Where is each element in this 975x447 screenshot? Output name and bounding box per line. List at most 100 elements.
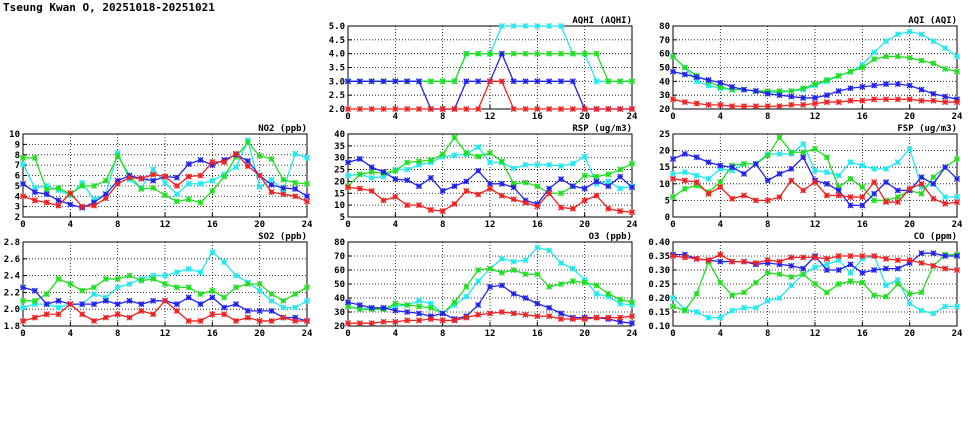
data-point — [823, 180, 830, 187]
data-point — [800, 101, 807, 108]
data-point — [693, 290, 700, 297]
y-tick-label: 30 — [334, 154, 345, 164]
data-point — [79, 179, 86, 186]
data-point — [764, 269, 771, 276]
data-point — [185, 265, 192, 272]
data-point — [475, 78, 482, 85]
plot-frame — [22, 133, 308, 218]
data-point — [835, 280, 842, 288]
x-tick-label: 16 — [857, 329, 868, 339]
data-point — [344, 159, 352, 166]
series-red — [19, 297, 311, 325]
data-point — [906, 185, 913, 192]
series-blue — [344, 282, 636, 327]
data-point — [486, 185, 494, 192]
x-tick-label: 20 — [579, 112, 590, 122]
data-point — [918, 86, 925, 93]
data-point — [906, 257, 913, 264]
data-point — [232, 272, 240, 279]
y-tick-label: 15 — [334, 189, 345, 199]
data-point — [729, 292, 736, 299]
data-point — [427, 78, 434, 85]
plot-frame — [22, 241, 308, 327]
y-tick-label: 10 — [659, 180, 670, 190]
data-point — [871, 49, 878, 56]
data-point — [882, 165, 890, 172]
x-tick-label: 16 — [207, 220, 218, 230]
data-point — [451, 317, 458, 324]
data-point — [451, 200, 458, 208]
x-tick-label: 8 — [115, 220, 120, 230]
y-tick-label: 3.0 — [329, 77, 345, 87]
data-point — [835, 172, 842, 179]
data-point — [368, 320, 375, 327]
data-point — [729, 258, 736, 265]
data-point — [90, 301, 98, 308]
data-point — [800, 140, 807, 148]
data-point — [628, 105, 636, 113]
data-point — [740, 170, 748, 177]
data-point — [415, 303, 423, 310]
data-point — [859, 162, 866, 169]
data-point — [232, 284, 240, 291]
data-point — [138, 301, 145, 308]
data-point — [173, 284, 180, 291]
data-point — [894, 187, 901, 194]
data-point — [368, 105, 375, 113]
data-point — [534, 300, 541, 307]
data-point — [835, 252, 842, 260]
data-point — [871, 179, 878, 186]
x-tick-label: 4 — [718, 112, 724, 122]
data-point — [669, 252, 677, 260]
data-point — [292, 150, 299, 157]
data-point — [918, 250, 925, 257]
data-point — [90, 202, 98, 209]
y-tick-label: 0.25 — [648, 280, 670, 290]
data-point — [788, 93, 795, 100]
data-point — [344, 172, 352, 179]
data-point — [752, 103, 759, 110]
y-tick-label: 3.5 — [329, 64, 345, 74]
data-point — [823, 255, 830, 262]
data-point — [546, 105, 553, 113]
x-tick-label: 12 — [485, 220, 496, 230]
data-point — [847, 85, 854, 92]
data-point — [693, 74, 700, 81]
data-point — [930, 250, 937, 257]
data-point — [557, 175, 565, 183]
data-point — [557, 310, 565, 317]
data-point — [906, 300, 913, 307]
data-point — [764, 257, 771, 264]
x-tick-label: 12 — [485, 112, 496, 122]
data-point — [859, 279, 866, 286]
data-point — [705, 159, 712, 166]
data-point — [605, 171, 612, 178]
data-point — [534, 78, 541, 85]
y-tick-label: 20 — [334, 322, 345, 332]
x-tick-label: 20 — [904, 220, 915, 230]
data-point — [102, 177, 109, 184]
data-point — [392, 78, 399, 85]
data-point — [776, 194, 783, 201]
data-point — [740, 289, 748, 296]
data-point — [569, 183, 576, 190]
data-point — [427, 300, 434, 307]
data-point — [546, 313, 553, 320]
data-point — [717, 179, 724, 186]
data-point — [693, 100, 700, 107]
x-tick-label: 8 — [440, 112, 445, 122]
data-point — [522, 78, 529, 85]
data-point — [244, 307, 251, 314]
data-point — [800, 154, 807, 161]
y-tick-label: 20 — [659, 105, 670, 115]
data-point — [776, 87, 783, 95]
data-point — [811, 264, 819, 271]
x-tick-label: 4 — [718, 220, 724, 230]
data-point — [953, 266, 961, 274]
data-point — [463, 105, 470, 113]
data-point — [823, 154, 830, 161]
data-point — [114, 149, 121, 156]
x-tick-label: 0 — [670, 220, 675, 230]
data-point — [705, 82, 712, 89]
